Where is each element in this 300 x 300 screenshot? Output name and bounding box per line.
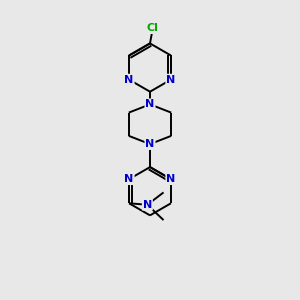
Text: Cl: Cl xyxy=(146,23,158,33)
Text: N: N xyxy=(166,174,176,184)
Text: N: N xyxy=(146,139,154,149)
Text: N: N xyxy=(143,200,152,210)
Text: N: N xyxy=(124,174,134,184)
Text: N: N xyxy=(146,99,154,110)
Text: N: N xyxy=(124,75,134,85)
Text: N: N xyxy=(166,75,176,85)
